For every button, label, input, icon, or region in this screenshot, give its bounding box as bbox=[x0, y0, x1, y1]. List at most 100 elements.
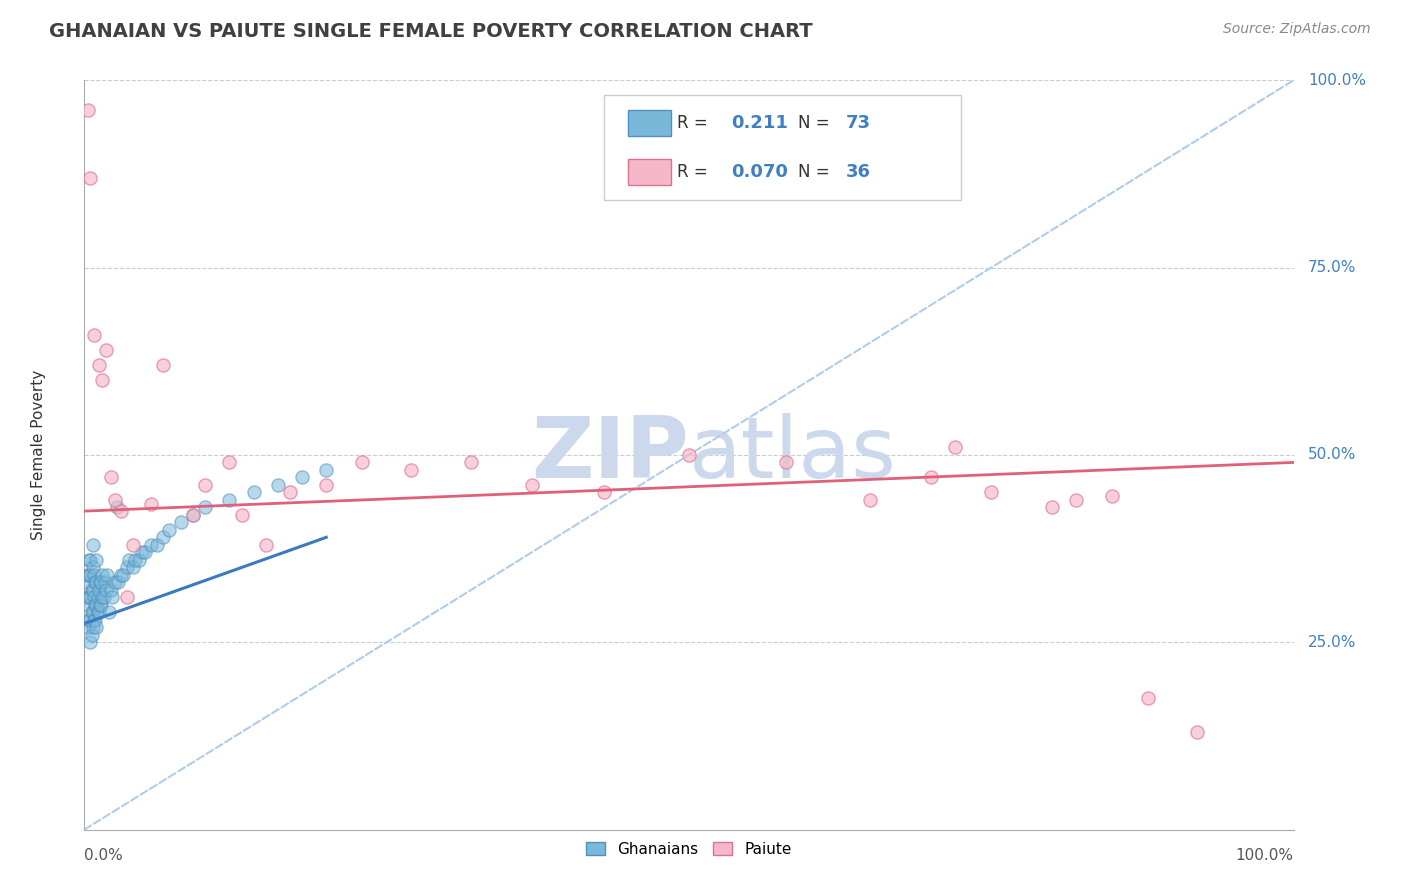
Text: 100.0%: 100.0% bbox=[1308, 73, 1367, 87]
Point bbox=[134, 545, 156, 559]
Point bbox=[77, 620, 100, 634]
Point bbox=[267, 478, 290, 492]
Point bbox=[859, 492, 882, 507]
Text: 25.0%: 25.0% bbox=[1308, 635, 1357, 649]
Point bbox=[82, 560, 104, 574]
Point bbox=[110, 567, 132, 582]
Point bbox=[194, 478, 217, 492]
Point bbox=[79, 613, 101, 627]
Text: N =: N = bbox=[797, 163, 835, 181]
Point bbox=[315, 478, 337, 492]
Point bbox=[83, 591, 105, 605]
Point bbox=[278, 485, 301, 500]
Point bbox=[104, 575, 127, 590]
Text: Source: ZipAtlas.com: Source: ZipAtlas.com bbox=[1223, 22, 1371, 37]
Point bbox=[152, 530, 174, 544]
Point bbox=[87, 605, 110, 619]
Point bbox=[181, 508, 204, 522]
Point bbox=[80, 605, 103, 619]
Point bbox=[131, 545, 153, 559]
Point bbox=[79, 553, 101, 567]
FancyBboxPatch shape bbox=[605, 95, 962, 200]
Point bbox=[242, 485, 264, 500]
Point bbox=[94, 575, 117, 590]
Point bbox=[254, 538, 277, 552]
Point bbox=[83, 328, 105, 343]
Point bbox=[593, 485, 616, 500]
Point bbox=[110, 504, 132, 518]
Text: N =: N = bbox=[797, 114, 835, 132]
Point bbox=[170, 516, 193, 530]
Point bbox=[352, 455, 374, 469]
Point bbox=[100, 470, 122, 484]
Text: 75.0%: 75.0% bbox=[1308, 260, 1357, 275]
Point bbox=[82, 538, 104, 552]
Point bbox=[105, 500, 128, 515]
Point bbox=[93, 591, 115, 605]
Bar bbox=[628, 111, 671, 136]
Point bbox=[82, 605, 104, 619]
Point bbox=[89, 598, 111, 612]
Point bbox=[980, 485, 1002, 500]
Bar bbox=[628, 159, 671, 186]
Point bbox=[79, 635, 101, 649]
Point bbox=[77, 598, 100, 612]
Point bbox=[775, 455, 797, 469]
Text: 100.0%: 100.0% bbox=[1236, 848, 1294, 863]
Point bbox=[97, 605, 120, 619]
Point bbox=[1064, 492, 1087, 507]
Point bbox=[80, 582, 103, 597]
Point bbox=[118, 553, 141, 567]
Point bbox=[91, 591, 114, 605]
Point bbox=[77, 591, 100, 605]
Point bbox=[77, 103, 100, 118]
Point bbox=[1101, 489, 1123, 503]
Point bbox=[87, 358, 110, 372]
Point bbox=[121, 538, 143, 552]
Text: atlas: atlas bbox=[689, 413, 897, 497]
Point bbox=[86, 620, 108, 634]
Point bbox=[115, 560, 138, 574]
Point bbox=[139, 538, 162, 552]
Point bbox=[104, 492, 127, 507]
Point bbox=[520, 478, 543, 492]
Point bbox=[77, 567, 100, 582]
Point bbox=[77, 613, 100, 627]
Point bbox=[86, 598, 108, 612]
Point bbox=[94, 343, 117, 357]
Point bbox=[76, 575, 98, 590]
Point bbox=[79, 591, 101, 605]
Point bbox=[152, 358, 174, 372]
Text: 36: 36 bbox=[846, 163, 872, 181]
Text: R =: R = bbox=[676, 163, 713, 181]
Text: 50.0%: 50.0% bbox=[1308, 448, 1357, 462]
Point bbox=[194, 500, 217, 515]
Point bbox=[84, 575, 107, 590]
Point bbox=[94, 582, 117, 597]
Point bbox=[96, 567, 118, 582]
Point bbox=[101, 591, 124, 605]
Text: ZIP: ZIP bbox=[531, 413, 689, 497]
Point bbox=[128, 553, 150, 567]
Point bbox=[100, 582, 122, 597]
Text: Single Female Poverty: Single Female Poverty bbox=[31, 370, 46, 540]
Point bbox=[146, 538, 169, 552]
Point bbox=[399, 463, 422, 477]
Point bbox=[115, 591, 138, 605]
Point bbox=[77, 567, 100, 582]
Point bbox=[90, 575, 112, 590]
Point bbox=[91, 373, 114, 387]
Point bbox=[1040, 500, 1063, 515]
Point bbox=[121, 560, 143, 574]
Point bbox=[107, 575, 129, 590]
Point bbox=[90, 598, 112, 612]
Point bbox=[1185, 725, 1208, 739]
Point bbox=[157, 523, 180, 537]
Point bbox=[79, 170, 101, 185]
Point bbox=[86, 553, 108, 567]
Point bbox=[181, 508, 204, 522]
Text: 0.211: 0.211 bbox=[731, 114, 789, 132]
Point bbox=[83, 613, 105, 627]
Legend: Ghanaians, Paiute: Ghanaians, Paiute bbox=[581, 836, 797, 863]
Text: R =: R = bbox=[676, 114, 713, 132]
